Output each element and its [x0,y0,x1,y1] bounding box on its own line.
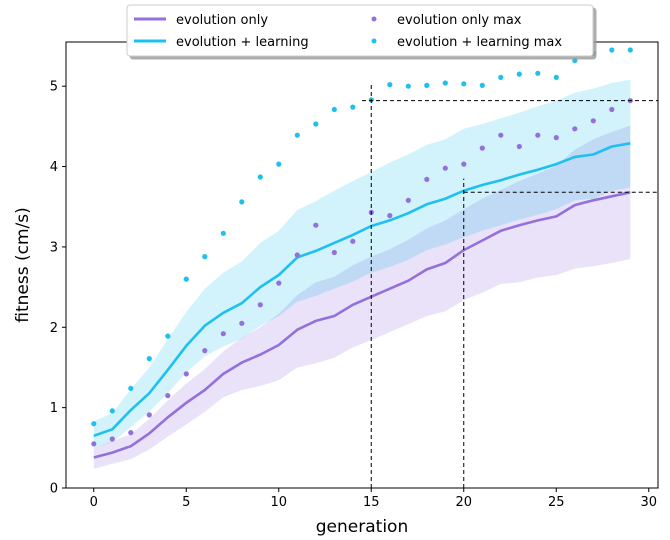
point-evolution-learning-max [220,230,226,236]
point-evolution-only-max [609,106,615,113]
legend-label-evolution-only: evolution only [176,13,268,28]
point-evolution-learning-max [109,408,115,414]
point-evolution-only-max [239,320,245,326]
point-evolution-only-max [535,132,541,138]
point-evolution-learning-max [405,83,411,89]
point-evolution-learning-max [479,82,485,88]
x-tick-label: 10 [270,495,287,510]
band-evolution-learning [93,79,631,448]
point-evolution-only-max [128,430,134,436]
point-evolution-learning-max [128,385,134,391]
x-axis-ticks: 0 5 10 15 20 25 30 [90,488,657,510]
x-axis-title: generation [316,517,408,537]
point-evolution-learning-max [331,106,337,113]
point-evolution-learning-max [387,82,393,88]
max-markers [91,47,633,447]
legend: evolution only evolution + learning evol… [126,4,594,57]
point-evolution-only-max [313,222,319,228]
y-axis-ticks: 0 1 2 3 4 5 [50,80,66,497]
point-evolution-learning-max [609,47,615,53]
point-evolution-learning-max [276,161,282,167]
line-evolution-only [93,191,631,459]
point-evolution-only-max [553,135,559,141]
point-evolution-learning-max [313,121,319,127]
legend-swatch-evolution-only-max [371,16,377,22]
point-evolution-learning-max [442,80,448,86]
point-evolution-only-max [350,238,356,244]
point-evolution-learning-max [461,81,467,87]
point-evolution-learning-max [350,104,356,110]
x-tick-label: 20 [455,495,472,510]
legend-label-evolution-learning-max: evolution + learning max [397,35,562,50]
point-evolution-learning-max [91,421,97,427]
point-evolution-learning-max [146,356,152,362]
point-evolution-only-max [257,302,263,308]
reference-lines [362,84,658,488]
y-tick-label: 5 [50,80,58,95]
y-tick-label: 1 [50,401,58,416]
point-evolution-only-max [479,145,485,151]
point-evolution-learning-max [183,276,189,282]
point-evolution-only-max [387,213,393,219]
x-tick-label: 30 [640,495,657,510]
y-tick-label: 0 [50,482,58,497]
point-evolution-learning-max [553,74,559,80]
point-evolution-learning-max [294,132,300,138]
point-evolution-only-max [91,441,97,447]
point-evolution-learning-max [572,57,578,64]
point-evolution-only-max [442,165,448,171]
point-evolution-learning-max [627,47,633,53]
point-evolution-only-max [572,126,578,132]
point-evolution-only-max [461,161,467,167]
confidence-bands [93,79,631,469]
point-evolution-only-max [183,371,189,377]
point-evolution-learning-max [239,199,245,205]
y-tick-label: 4 [50,160,58,175]
legend-label-evolution-learning: evolution + learning [176,35,309,50]
point-evolution-only-max [498,132,504,138]
point-evolution-only-max [294,252,300,258]
point-evolution-learning-max [535,70,541,76]
point-evolution-learning-max [498,74,504,80]
point-evolution-only-max [516,143,522,150]
point-evolution-only-max [276,280,282,286]
x-tick-label: 0 [90,495,98,510]
point-evolution-only-max [405,197,411,203]
point-evolution-only-max [202,348,208,354]
point-evolution-only-max [220,331,226,337]
x-tick-label: 15 [363,495,380,510]
legend-swatch-evolution-learning-max [371,38,377,44]
point-evolution-learning-max [516,71,522,77]
x-tick-label: 25 [548,495,565,510]
point-evolution-only-max [590,118,596,124]
point-evolution-only-max [165,393,171,399]
series-lines [93,142,631,459]
point-evolution-only-max [424,176,430,182]
point-evolution-only-max [331,249,337,256]
legend-label-evolution-only-max: evolution only max [397,13,522,28]
y-tick-label: 2 [50,321,58,336]
point-evolution-learning-max [202,254,208,260]
point-evolution-learning-max [165,333,171,339]
x-tick-label: 5 [182,495,190,510]
y-tick-label: 3 [50,240,58,255]
point-evolution-only-max [109,436,115,442]
point-evolution-only-max [146,412,152,418]
line-evolution-learning [93,142,631,438]
legend-box [126,4,594,57]
y-axis-title: fitness (cm/s) [13,207,33,322]
band-evolution-only [93,125,631,469]
point-evolution-learning-max [424,82,430,88]
point-evolution-learning-max [257,174,263,180]
